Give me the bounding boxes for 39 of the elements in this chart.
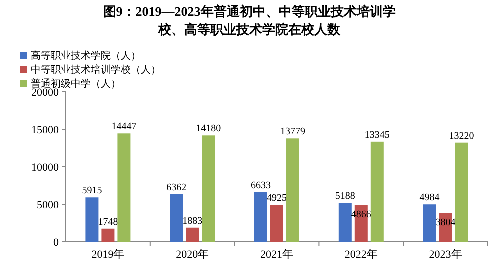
data-label: 6362 [166,182,187,194]
data-label: 4984 [420,192,440,204]
data-label: 14447 [112,122,137,133]
data-label: 5915 [82,186,102,197]
legend-label: 中等职业技术培训学校（人） [31,64,161,76]
bar [202,136,216,242]
bar [270,205,284,242]
bar [423,204,436,242]
data-label: 1883 [182,216,203,227]
bar [102,228,115,242]
data-label: 1748 [98,216,118,228]
data-label: 13220 [449,130,474,142]
data-label: 13779 [280,126,306,138]
x-tick-label: 2022年 [344,249,378,261]
bar [186,228,200,242]
bar [338,203,352,242]
data-label: 14180 [196,124,222,135]
bar [286,138,300,242]
legend-label: 高等职业技术学院（人） [31,50,141,62]
y-tick-label: 0 [54,237,60,249]
title: 图9：2019—2023年普通初中、中等职业技术培训学校、高等职业技术学院在校人数 [103,4,396,37]
x-tick-label: 2020年 [176,249,210,261]
legend-label: 普通初级中学（人） [31,78,121,90]
bar [455,142,468,242]
bar [86,198,99,242]
x-tick-label: 2023年 [429,249,462,261]
bar [118,134,131,242]
bar [254,192,268,242]
y-tick-label: 15000 [32,124,60,136]
data-label: 13345 [364,130,390,141]
x-tick-label: 2019年 [92,249,125,261]
data-label: 6633 [251,180,271,192]
bar [370,142,384,242]
y-tick-label: 5000 [37,200,60,212]
bar [170,194,184,242]
y-tick-label: 20000 [32,87,60,99]
data-label: 5188 [335,191,356,202]
x-tick-label: 2021年 [260,249,294,261]
y-tick-label: 10000 [32,162,60,174]
